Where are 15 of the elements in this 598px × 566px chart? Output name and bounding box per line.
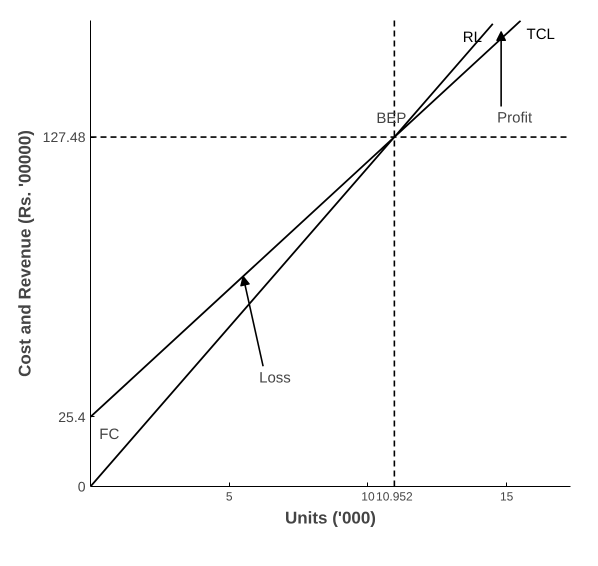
series-label: RL	[462, 28, 482, 46]
annotation: Profit	[497, 109, 533, 126]
x-tick-label: 5	[226, 490, 233, 504]
y-tick-label: 25.4	[58, 408, 86, 425]
y-tick-label: 0	[78, 478, 86, 494]
x-tick-label: 15	[500, 490, 514, 504]
x-tick-label: 10.952	[376, 490, 414, 504]
x-axis-title: Units ('000)	[285, 508, 376, 528]
annotation: Loss	[259, 369, 291, 386]
annotation: FC	[99, 426, 120, 443]
x-tick-label: 10	[361, 490, 375, 504]
annotation: BEP	[376, 110, 406, 128]
y-tick-label: 127.48	[42, 129, 86, 146]
legend-label: TCL	[526, 26, 555, 43]
y-axis-title: Cost and Revenue (Rs. '00000)	[16, 130, 35, 377]
